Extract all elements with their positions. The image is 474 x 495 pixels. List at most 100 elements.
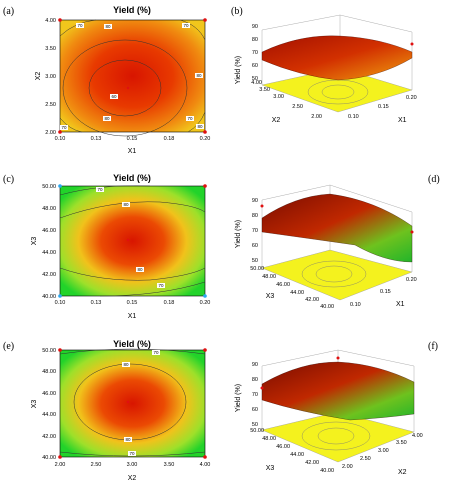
z-axis-label-b: Yield (%) xyxy=(235,56,242,84)
contour-label: 70 xyxy=(153,350,159,355)
x-tick-label: 2.00 xyxy=(342,464,353,470)
z-tick-label: 50 xyxy=(252,422,258,428)
base-plane-f xyxy=(261,411,415,463)
z-tick-label: 50 xyxy=(252,76,258,82)
z-ticks-b: 50 60 70 80 90 xyxy=(252,24,258,82)
y-tick-label: 48.00 xyxy=(42,369,56,375)
panel-label-b: (b) xyxy=(231,6,243,17)
y-tick-label: 3.50 xyxy=(259,87,270,93)
contour-label: 70 xyxy=(158,283,164,288)
base-contours-d xyxy=(301,260,367,288)
y-ticks-c: 40.00 42.00 44.00 46.00 48.00 50.00 xyxy=(42,184,56,300)
panel-f: (f) 50 60 70 80 90 Yield (%) 2.00 2.50 3… xyxy=(235,341,438,476)
base-plane-d xyxy=(261,249,413,301)
x-tick-label: 0.20 xyxy=(406,95,417,101)
chart-title-e: Yield (%) xyxy=(113,339,151,349)
x-tick-label: 0.15 xyxy=(127,300,138,306)
y-tick-label: 48.00 xyxy=(262,274,276,280)
base-contours-f xyxy=(301,421,371,451)
y-tick-label: 3.00 xyxy=(273,94,284,100)
contour-labels-e: 70 80 80 70 xyxy=(122,350,160,456)
panel-label-d: (d) xyxy=(428,174,440,185)
contour-label: 70 xyxy=(97,187,103,192)
z-tick-label: 90 xyxy=(252,24,258,30)
x-ticks-a: 0.10 0.13 0.15 0.18 0.20 xyxy=(55,136,211,142)
y-tick-label: 2.50 xyxy=(292,104,303,110)
panel-label-f: (f) xyxy=(428,341,438,352)
x-ticks-f: 2.00 2.50 3.00 3.50 4.00 xyxy=(342,433,423,470)
y-axis-label-d: X3 xyxy=(266,293,275,300)
x-tick-label: 0.10 xyxy=(348,114,359,120)
design-points-a xyxy=(58,18,207,134)
z-tick-label: 60 xyxy=(252,243,258,249)
response-surface-f xyxy=(261,361,415,421)
x-ticks-e: 2.00 2.50 3.00 3.50 4.00 xyxy=(55,462,211,468)
plot-frame-e xyxy=(59,349,206,458)
z-tick-label: 80 xyxy=(252,37,258,43)
x-tick-label: 0.13 xyxy=(91,136,102,142)
z-tick-label: 90 xyxy=(252,198,258,204)
z-tick-label: 60 xyxy=(252,407,258,413)
x-tick-label: 0.10 xyxy=(350,302,361,308)
x-axis-label-c: X1 xyxy=(128,313,137,320)
x-tick-label: 0.20 xyxy=(200,300,211,306)
panel-b: (b) 50 60 70 80 90 Yield (%) 0.10 0.15 0… xyxy=(231,6,417,124)
panel-label-a: (a) xyxy=(3,6,14,17)
plot-frame-a xyxy=(59,19,206,133)
design-point xyxy=(336,356,340,360)
x-tick-label: 2.50 xyxy=(91,462,102,468)
y-tick-label: 46.00 xyxy=(42,391,56,397)
y-tick-label: 50.00 xyxy=(42,348,56,354)
y-tick-label: 2.50 xyxy=(45,102,56,108)
y-tick-label: 42.00 xyxy=(42,272,56,278)
y-axis-label-b: X2 xyxy=(272,117,281,124)
y-tick-label: 50.00 xyxy=(250,428,264,434)
x-tick-label: 2.50 xyxy=(360,456,371,462)
y-tick-label: 44.00 xyxy=(42,412,56,418)
design-points-c xyxy=(58,184,207,298)
z-axis-label-d: Yield (%) xyxy=(235,220,242,248)
panel-a: (a) Yield (%) 60 70 80 70 80 70 80 70 80 xyxy=(3,5,210,155)
chart-title-a: Yield (%) xyxy=(113,5,151,15)
response-surface-d xyxy=(261,193,413,263)
x-tick-label: 0.10 xyxy=(55,300,66,306)
x-ticks-c: 0.10 0.13 0.15 0.18 0.20 xyxy=(55,300,211,306)
z-tick-label: 50 xyxy=(252,258,258,264)
x-axis-label-d: X1 xyxy=(396,301,405,308)
contour-label: 70 xyxy=(61,125,67,130)
z-tick-label: 80 xyxy=(252,377,258,383)
contour-label: 80 xyxy=(137,267,143,272)
y-axis-label-f: X3 xyxy=(266,465,275,472)
contour-label: 70 xyxy=(129,451,135,456)
contour-plot-area-e xyxy=(60,350,205,457)
contour-label: 70 xyxy=(77,23,83,28)
z-tick-label: 70 xyxy=(252,392,258,398)
y-tick-label: 48.00 xyxy=(262,436,276,442)
x-tick-label: 0.15 xyxy=(378,104,389,110)
panel-e: (e) Yield (%) 70 80 80 70 2.00 2.50 3.00… xyxy=(3,339,210,482)
y-tick-label: 48.00 xyxy=(42,206,56,212)
design-point xyxy=(260,204,264,208)
contour-labels-a: 60 70 80 70 80 70 80 70 80 xyxy=(60,23,204,130)
y-ticks-a: 2.00 2.50 3.00 3.50 4.00 xyxy=(45,18,56,136)
z-ticks-f: 50 60 70 80 90 xyxy=(252,362,258,428)
panel-label-e: (e) xyxy=(3,341,14,352)
x-axis-label-e: X2 xyxy=(128,475,137,482)
x-tick-label: 0.13 xyxy=(91,300,102,306)
contour-label: 60 xyxy=(111,94,117,99)
y-ticks-d: 40.00 42.00 44.00 46.00 48.00 50.00 xyxy=(250,266,334,310)
y-tick-label: 3.50 xyxy=(45,46,56,52)
contour-label: 80 xyxy=(125,437,131,442)
contour-label: 80 xyxy=(123,202,129,207)
x-tick-label: 3.00 xyxy=(127,462,138,468)
x-tick-label: 3.50 xyxy=(164,462,175,468)
y-ticks-e: 40.00 42.00 44.00 46.00 48.00 50.00 xyxy=(42,348,56,461)
y-tick-label: 46.00 xyxy=(276,282,290,288)
design-point xyxy=(410,42,414,46)
y-tick-label: 2.00 xyxy=(45,130,56,136)
y-tick-label: 50.00 xyxy=(42,184,56,190)
x-tick-label: 3.00 xyxy=(378,448,389,454)
y-tick-label: 46.00 xyxy=(276,444,290,450)
contour-label: 80 xyxy=(104,116,110,121)
x-tick-label: 0.18 xyxy=(164,300,175,306)
